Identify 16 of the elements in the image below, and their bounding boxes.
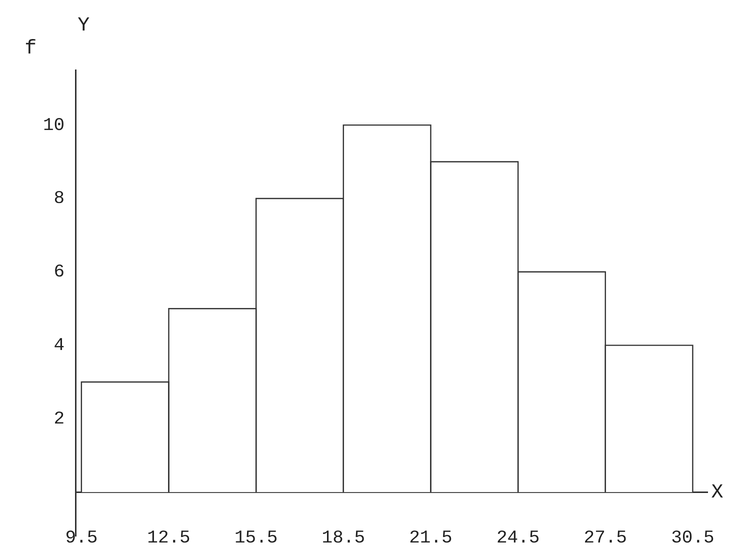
y-tick-label: 6 xyxy=(54,262,65,283)
y-tick-label: 8 xyxy=(54,189,65,210)
x-tick-label: 27.5 xyxy=(584,528,627,549)
y-axis-title: f xyxy=(24,37,37,60)
text: Y xyxy=(78,14,90,38)
x-tick-label: 12.5 xyxy=(147,528,190,549)
x-tick-label: 30.5 xyxy=(671,528,714,549)
x-axis-title: X xyxy=(711,481,724,504)
y-tick-label: 4 xyxy=(54,336,65,356)
x-tick-label: 9.5 xyxy=(65,528,98,549)
x-tick-label: 24.5 xyxy=(496,528,540,549)
x-tick-label: 18.5 xyxy=(322,528,366,549)
y-tick-label: 2 xyxy=(54,410,65,430)
y-tick-label: 10 xyxy=(42,116,65,136)
x-tick-label: 21.5 xyxy=(409,528,452,549)
x-tick-label: 15.5 xyxy=(234,528,278,549)
